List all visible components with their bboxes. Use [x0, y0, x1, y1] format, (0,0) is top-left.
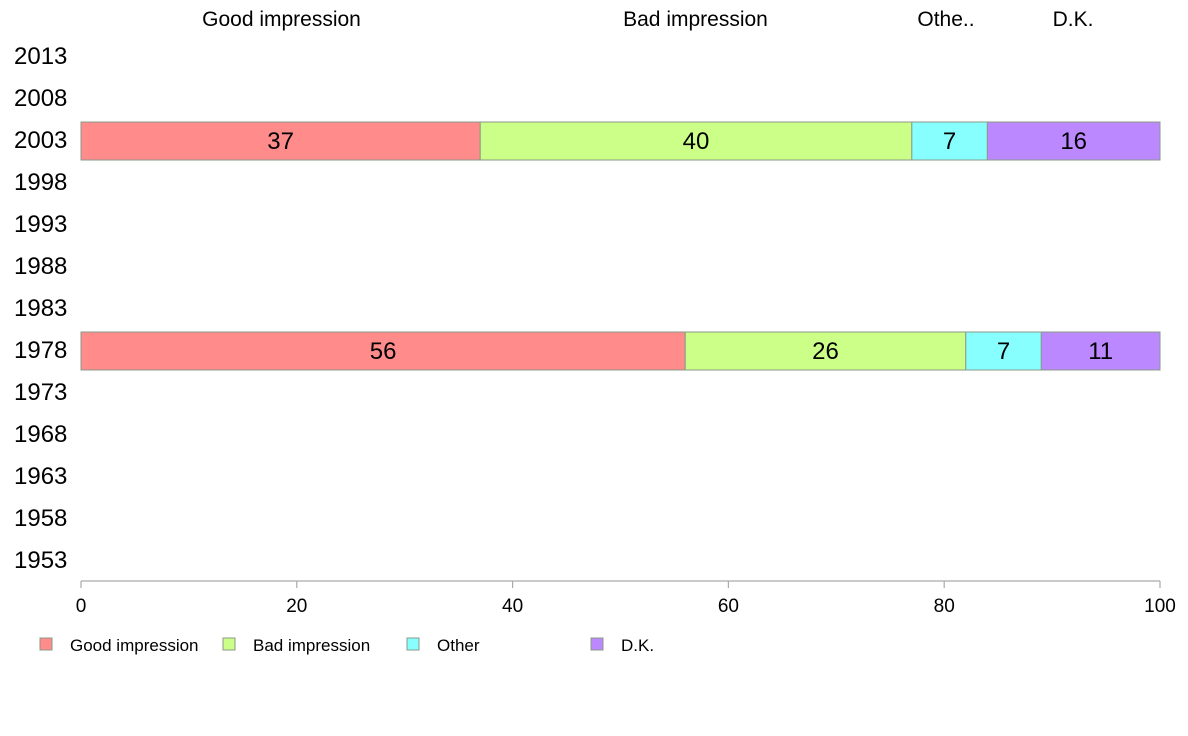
x-tick-label-60: 60: [718, 596, 739, 617]
year-label-1978: 1978: [14, 337, 67, 364]
x-tick-label-40: 40: [502, 596, 523, 617]
bar-label-2003-d-k: 16: [1060, 128, 1087, 155]
bar-label-1978-other: 7: [997, 338, 1010, 365]
bar-label-2003-good-impression: 37: [267, 128, 294, 155]
year-label-1998: 1998: [14, 169, 67, 196]
bar-1978-good-impression: [80, 331, 686, 371]
year-label-1953: 1953: [14, 547, 67, 574]
legend-swatch-other: [406, 637, 420, 651]
year-label-2008: 2008: [14, 85, 67, 112]
legend-label-d-k: D.K.: [621, 636, 654, 655]
x-tick-label-80: 80: [934, 596, 955, 617]
legend: Good impression Bad impression Other D.K.: [39, 636, 654, 655]
bar-2003-d-k: [986, 121, 1161, 161]
column-header-bad-impression: Bad impression: [623, 8, 768, 31]
bar-label-2003-bad-impression: 40: [683, 128, 710, 155]
year-label-1958: 1958: [14, 505, 67, 532]
bar-2003-other: [911, 121, 988, 161]
bar-1978-other: [965, 331, 1042, 371]
bar-1978-d-k: [1040, 331, 1161, 371]
column-header-d-k: D.K.: [1053, 8, 1094, 31]
bar-label-1978-good-impression: 56: [370, 338, 397, 365]
year-label-1993: 1993: [14, 211, 67, 238]
bar-label-1978-bad-impression: 26: [812, 338, 839, 365]
column-header-othe: Othe..: [917, 8, 974, 31]
column-headers: Good impression Bad impression Othe.. D.K.: [202, 8, 1093, 31]
year-label-1968: 1968: [14, 421, 67, 448]
legend-swatch-bad-impression: [222, 637, 236, 651]
legend-swatch-d-k: [590, 637, 604, 651]
bar-2003-bad-impression: [479, 121, 913, 161]
legend-swatch-good-impression: [39, 637, 53, 651]
year-label-1983: 1983: [14, 295, 67, 322]
column-header-good-impression: Good impression: [202, 8, 361, 31]
legend-label-bad-impression: Bad impression: [253, 636, 370, 655]
year-axis-labels: 2013 2008 2003 1998 1993 1988 1983 1978 1973 1968…: [14, 43, 67, 574]
legend-label-good-impression: Good impression: [70, 636, 199, 655]
x-axis: 0 20 40 60 80 100: [76, 580, 1176, 617]
bar-label-2003-other: 7: [943, 128, 956, 155]
year-label-2013: 2013: [14, 43, 67, 70]
x-tick-label-20: 20: [286, 596, 307, 617]
year-label-1988: 1988: [14, 253, 67, 280]
year-label-2003: 2003: [14, 127, 67, 154]
year-label-1963: 1963: [14, 463, 67, 490]
bar-label-1978-d-k: 11: [1088, 338, 1113, 365]
bar-1978-bad-impression: [684, 331, 967, 371]
x-tick-label-0: 0: [76, 596, 87, 617]
bars: 37 40 7 16 56 26 7 11: [80, 121, 1161, 371]
legend-label-other: Other: [437, 636, 480, 655]
bar-2003-good-impression: [80, 121, 481, 161]
year-label-1973: 1973: [14, 379, 67, 406]
x-tick-label-100: 100: [1144, 596, 1176, 617]
